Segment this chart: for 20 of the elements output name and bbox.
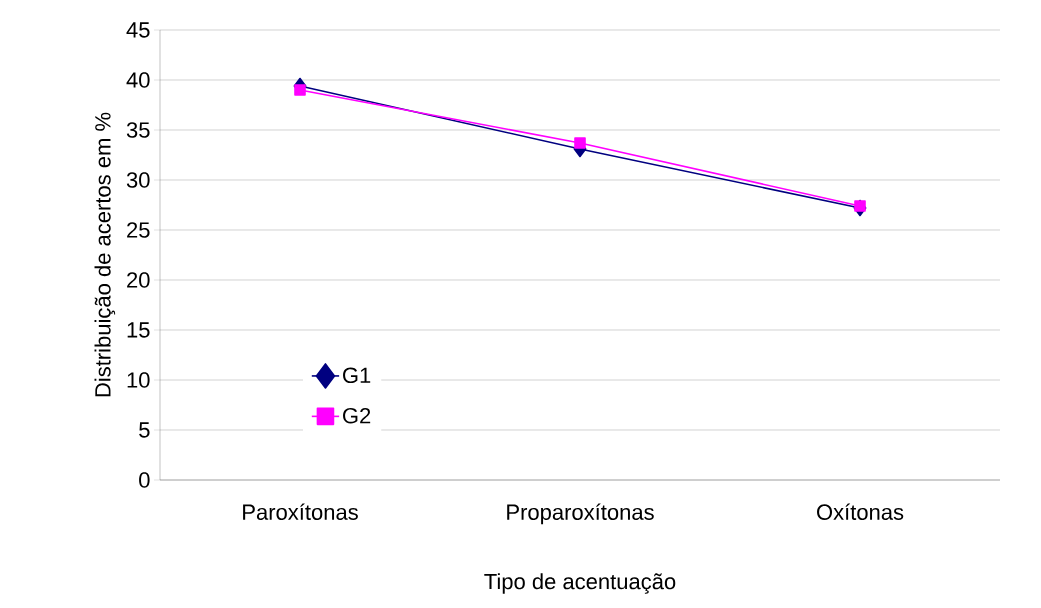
x-tick-label: Paroxítonas xyxy=(243,503,358,520)
x-axis-title: Tipo de acentuação xyxy=(484,573,676,594)
point xyxy=(294,84,306,96)
point xyxy=(854,200,866,212)
y-tick-label: 20 xyxy=(127,272,150,288)
y-tick-label: 35 xyxy=(126,122,150,138)
legend-label: G2 xyxy=(343,407,371,424)
x-tick-label: Proparoxítonas xyxy=(507,503,654,525)
y-tick-label: 45 xyxy=(126,22,150,38)
y-tick-label: 0 xyxy=(139,472,150,488)
y-axis-title: Distribuição de acertos em % xyxy=(94,112,116,397)
y-tick-label: 40 xyxy=(126,72,150,88)
y-tick-label: 15 xyxy=(127,322,150,338)
y-tick-label: 10 xyxy=(127,372,150,388)
x-tick-label: Oxítonas xyxy=(817,503,904,520)
y-tick-label: 30 xyxy=(126,172,150,188)
y-tick-label: 5 xyxy=(139,422,150,438)
y-tick-label: 25 xyxy=(127,222,150,238)
point xyxy=(574,137,586,149)
legend-label: G1 xyxy=(343,367,371,384)
